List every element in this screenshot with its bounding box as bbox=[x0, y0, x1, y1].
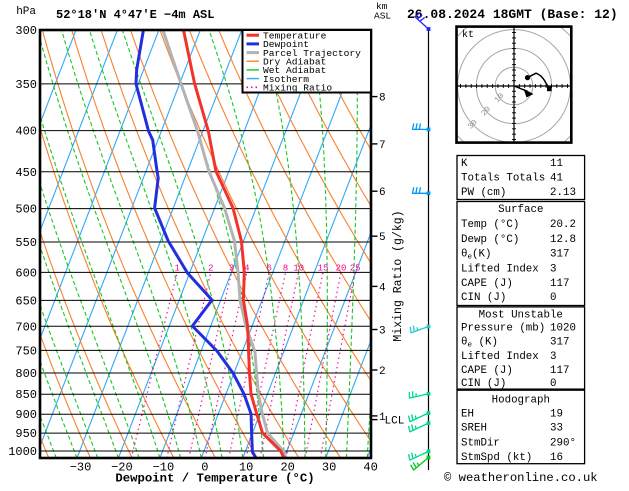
svg-text:800: 800 bbox=[15, 367, 37, 381]
svg-text:117: 117 bbox=[550, 365, 569, 377]
svg-text:Lifted Index: Lifted Index bbox=[461, 264, 539, 276]
svg-text:20.2: 20.2 bbox=[550, 219, 576, 231]
svg-text:400: 400 bbox=[15, 125, 37, 139]
svg-text:30: 30 bbox=[322, 461, 336, 475]
svg-text:−30: −30 bbox=[70, 461, 92, 475]
svg-text:CAPE (J): CAPE (J) bbox=[461, 365, 513, 377]
svg-text:290°: 290° bbox=[550, 438, 576, 450]
svg-text:41: 41 bbox=[550, 173, 563, 185]
svg-text:Dewpoint / Temperature (°C): Dewpoint / Temperature (°C) bbox=[115, 472, 314, 486]
svg-text:3: 3 bbox=[379, 326, 386, 338]
svg-text:1000: 1000 bbox=[8, 445, 37, 459]
svg-text:650: 650 bbox=[15, 294, 37, 308]
svg-text:317: 317 bbox=[550, 337, 569, 349]
svg-text:117: 117 bbox=[550, 278, 569, 290]
svg-text:16: 16 bbox=[550, 452, 563, 464]
svg-text:2: 2 bbox=[379, 366, 386, 378]
svg-text:4: 4 bbox=[379, 282, 386, 294]
svg-text:Surface: Surface bbox=[498, 204, 543, 216]
svg-text:0: 0 bbox=[550, 292, 556, 304]
svg-text:700: 700 bbox=[15, 320, 37, 334]
svg-text:19: 19 bbox=[550, 409, 563, 421]
svg-text:© weatheronline.co.uk: © weatheronline.co.uk bbox=[444, 471, 598, 485]
svg-text:Pressure (mb): Pressure (mb) bbox=[461, 323, 545, 335]
svg-text:Temp (°C): Temp (°C) bbox=[461, 219, 519, 231]
svg-text:θe(K): θe(K) bbox=[461, 249, 491, 262]
svg-text:StmDir: StmDir bbox=[461, 438, 500, 450]
svg-text:3: 3 bbox=[550, 351, 556, 363]
svg-text:750: 750 bbox=[15, 344, 37, 358]
svg-text:StmSpd (kt): StmSpd (kt) bbox=[461, 452, 532, 464]
svg-text:550: 550 bbox=[15, 236, 37, 250]
svg-text:PW (cm): PW (cm) bbox=[461, 187, 506, 199]
svg-text:Mixing Ratio (g/kg): Mixing Ratio (g/kg) bbox=[392, 210, 405, 341]
svg-text:K: K bbox=[461, 158, 468, 170]
svg-text:Dewp (°C): Dewp (°C) bbox=[461, 234, 519, 246]
svg-text:Most Unstable: Most Unstable bbox=[479, 309, 563, 321]
svg-text:CAPE (J): CAPE (J) bbox=[461, 278, 513, 290]
svg-text:26.08.2024 18GMT (Base: 12): 26.08.2024 18GMT (Base: 12) bbox=[407, 7, 618, 22]
svg-text:450: 450 bbox=[15, 166, 37, 180]
svg-text:CIN (J): CIN (J) bbox=[461, 378, 506, 390]
svg-text:Mixing Ratio: Mixing Ratio bbox=[263, 83, 332, 94]
svg-text:CIN (J): CIN (J) bbox=[461, 292, 506, 304]
svg-text:8: 8 bbox=[379, 93, 386, 105]
svg-text:hPa: hPa bbox=[16, 6, 36, 18]
svg-text:33: 33 bbox=[550, 423, 563, 435]
svg-text:350: 350 bbox=[15, 78, 37, 92]
svg-text:1020: 1020 bbox=[550, 323, 576, 335]
svg-text:0: 0 bbox=[550, 378, 556, 390]
svg-text:7: 7 bbox=[379, 140, 386, 152]
svg-text:Lifted Index: Lifted Index bbox=[461, 351, 539, 363]
svg-text:40: 40 bbox=[363, 461, 377, 475]
svg-text:Hodograph: Hodograph bbox=[492, 395, 550, 407]
svg-text:600: 600 bbox=[15, 266, 37, 280]
svg-text:SREH: SREH bbox=[461, 423, 487, 435]
svg-text:317: 317 bbox=[550, 249, 569, 261]
svg-text:52°18'N 4°47'E −4m ASL: 52°18'N 4°47'E −4m ASL bbox=[56, 8, 214, 22]
svg-text:950: 950 bbox=[15, 427, 37, 441]
svg-text:11: 11 bbox=[550, 158, 563, 170]
svg-text:ASL: ASL bbox=[374, 11, 391, 22]
svg-text:kt: kt bbox=[462, 29, 474, 41]
svg-text:6: 6 bbox=[379, 187, 386, 199]
svg-text:LCL: LCL bbox=[385, 416, 405, 428]
svg-text:900: 900 bbox=[15, 408, 37, 422]
svg-text:2.13: 2.13 bbox=[550, 187, 576, 199]
svg-text:Totals Totals: Totals Totals bbox=[461, 173, 545, 185]
svg-text:3: 3 bbox=[550, 264, 556, 276]
svg-text:5: 5 bbox=[379, 232, 386, 244]
svg-text:850: 850 bbox=[15, 388, 37, 402]
svg-text:12.8: 12.8 bbox=[550, 234, 576, 246]
svg-text:300: 300 bbox=[15, 24, 37, 38]
svg-text:500: 500 bbox=[15, 203, 37, 217]
svg-text:EH: EH bbox=[461, 409, 474, 421]
svg-text:θe (K): θe (K) bbox=[461, 337, 498, 350]
